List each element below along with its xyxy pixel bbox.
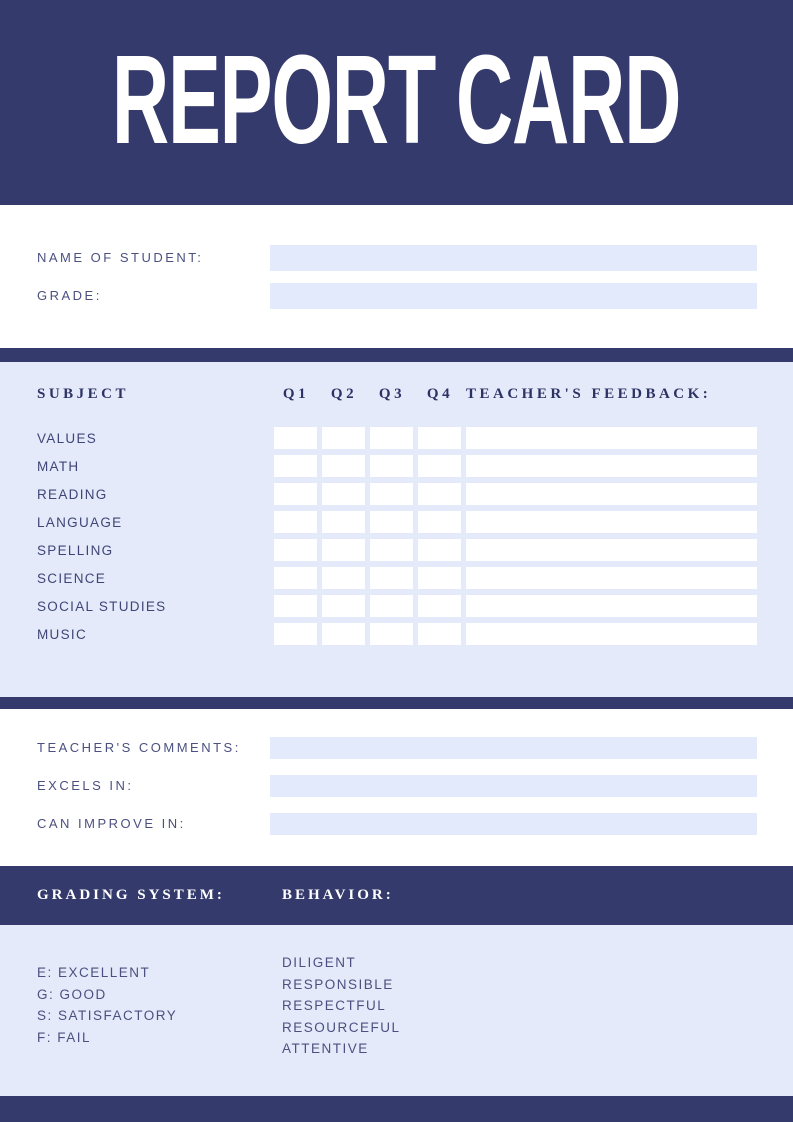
grades-table-section: SUBJECT Q1 Q2 Q3 Q4 TEACHER'S FEEDBACK: … — [0, 362, 793, 697]
feedback-cell[interactable] — [466, 595, 757, 617]
grading-item: G: GOOD — [37, 986, 107, 1002]
feedback-cell[interactable] — [466, 511, 757, 533]
q1-cell[interactable] — [274, 539, 317, 561]
table-row: VALUES — [37, 427, 757, 449]
q1-cell[interactable] — [274, 567, 317, 589]
q3-cell[interactable] — [370, 539, 413, 561]
q2-cell[interactable] — [322, 427, 365, 449]
subject-label: READING — [37, 486, 108, 502]
table-body: VALUES MATH READING — [37, 427, 757, 645]
q2-cell[interactable] — [322, 595, 365, 617]
behavior-item: ATTENTIVE — [282, 1041, 369, 1056]
legend-section: E: EXCELLENT G: GOOD S: SATISFACTORY F: … — [0, 925, 793, 1096]
subject-label: MUSIC — [37, 626, 87, 642]
q4-cell[interactable] — [418, 539, 461, 561]
table-row: LANGUAGE — [37, 511, 757, 533]
q3-cell[interactable] — [370, 623, 413, 645]
header-band: REPORT CARD — [0, 0, 793, 205]
excels-in-field[interactable] — [270, 775, 757, 797]
grade-label: GRADE: — [37, 288, 102, 303]
q1-column-header: Q1 — [282, 386, 310, 402]
q4-cell[interactable] — [418, 483, 461, 505]
grading-item: F: FAIL — [37, 1029, 92, 1045]
q1-cell[interactable] — [274, 483, 317, 505]
q4-cell[interactable] — [418, 427, 461, 449]
subject-column-header: SUBJECT — [37, 386, 130, 402]
footer-band — [0, 1096, 793, 1122]
student-name-field[interactable] — [270, 245, 757, 271]
feedback-cell[interactable] — [466, 455, 757, 477]
table-row: SOCIAL STUDIES — [37, 595, 757, 617]
table-header-row: SUBJECT Q1 Q2 Q3 Q4 TEACHER'S FEEDBACK: — [37, 386, 757, 406]
q1-cell[interactable] — [274, 623, 317, 645]
feedback-cell[interactable] — [466, 623, 757, 645]
feedback-column-header: TEACHER'S FEEDBACK: — [466, 386, 712, 402]
q2-cell[interactable] — [322, 511, 365, 533]
grading-list: E: EXCELLENT G: GOOD S: SATISFACTORY F: … — [37, 962, 177, 1048]
divider — [0, 697, 793, 709]
can-improve-in-field[interactable] — [270, 813, 757, 835]
q2-column-header: Q2 — [330, 386, 358, 402]
feedback-cell[interactable] — [466, 427, 757, 449]
q2-cell[interactable] — [322, 455, 365, 477]
q3-cell[interactable] — [370, 483, 413, 505]
subject-label: MATH — [37, 458, 80, 474]
feedback-cell[interactable] — [466, 567, 757, 589]
q3-cell[interactable] — [370, 427, 413, 449]
table-row: MATH — [37, 455, 757, 477]
behavior-item: RESPECTFUL — [282, 998, 387, 1013]
q1-cell[interactable] — [274, 427, 317, 449]
feedback-cell[interactable] — [466, 539, 757, 561]
q3-cell[interactable] — [370, 595, 413, 617]
student-name-label: NAME OF STUDENT: — [37, 250, 204, 265]
subject-label: SCIENCE — [37, 570, 107, 586]
q4-cell[interactable] — [418, 567, 461, 589]
q2-cell[interactable] — [322, 483, 365, 505]
table-row: SCIENCE — [37, 567, 757, 589]
grading-system-title: GRADING SYSTEM: — [37, 887, 225, 903]
q4-cell[interactable] — [418, 623, 461, 645]
behavior-title: BEHAVIOR: — [282, 887, 394, 903]
behavior-item: RESPONSIBLE — [282, 976, 394, 992]
q3-column-header: Q3 — [378, 386, 406, 402]
excels-in-label: EXCELS IN: — [37, 778, 134, 793]
page-title: REPORT CARD — [112, 28, 682, 170]
q3-cell[interactable] — [370, 511, 413, 533]
subject-label: SPELLING — [37, 542, 114, 558]
teachers-comments-field[interactable] — [270, 737, 757, 759]
legend-header-band: GRADING SYSTEM: BEHAVIOR: — [0, 866, 793, 925]
q1-cell[interactable] — [274, 455, 317, 477]
table-row: MUSIC — [37, 623, 757, 645]
table-row: SPELLING — [37, 539, 757, 561]
divider — [0, 348, 793, 362]
q4-cell[interactable] — [418, 455, 461, 477]
behavior-item: DILIGENT — [282, 955, 357, 970]
behavior-item: RESOURCEFUL — [282, 1019, 401, 1035]
grade-field[interactable] — [270, 283, 757, 309]
grading-item: E: EXCELLENT — [37, 965, 151, 980]
feedback-cell[interactable] — [466, 483, 757, 505]
q4-cell[interactable] — [418, 595, 461, 617]
q3-cell[interactable] — [370, 455, 413, 477]
grading-item: S: SATISFACTORY — [37, 1008, 178, 1023]
behavior-list: DILIGENT RESPONSIBLE RESPECTFUL RESOURCE… — [282, 952, 401, 1060]
q2-cell[interactable] — [322, 567, 365, 589]
q2-cell[interactable] — [322, 539, 365, 561]
q3-cell[interactable] — [370, 567, 413, 589]
subject-label: LANGUAGE — [37, 514, 123, 530]
can-improve-in-label: CAN IMPROVE IN: — [37, 816, 186, 831]
q2-cell[interactable] — [322, 623, 365, 645]
subject-label: SOCIAL STUDIES — [37, 598, 167, 614]
teachers-comments-label: TEACHER'S COMMENTS: — [37, 740, 241, 755]
q4-column-header: Q4 — [426, 386, 454, 402]
q1-cell[interactable] — [274, 511, 317, 533]
table-row: READING — [37, 483, 757, 505]
q1-cell[interactable] — [274, 595, 317, 617]
q4-cell[interactable] — [418, 511, 461, 533]
subject-label: VALUES — [37, 430, 98, 446]
